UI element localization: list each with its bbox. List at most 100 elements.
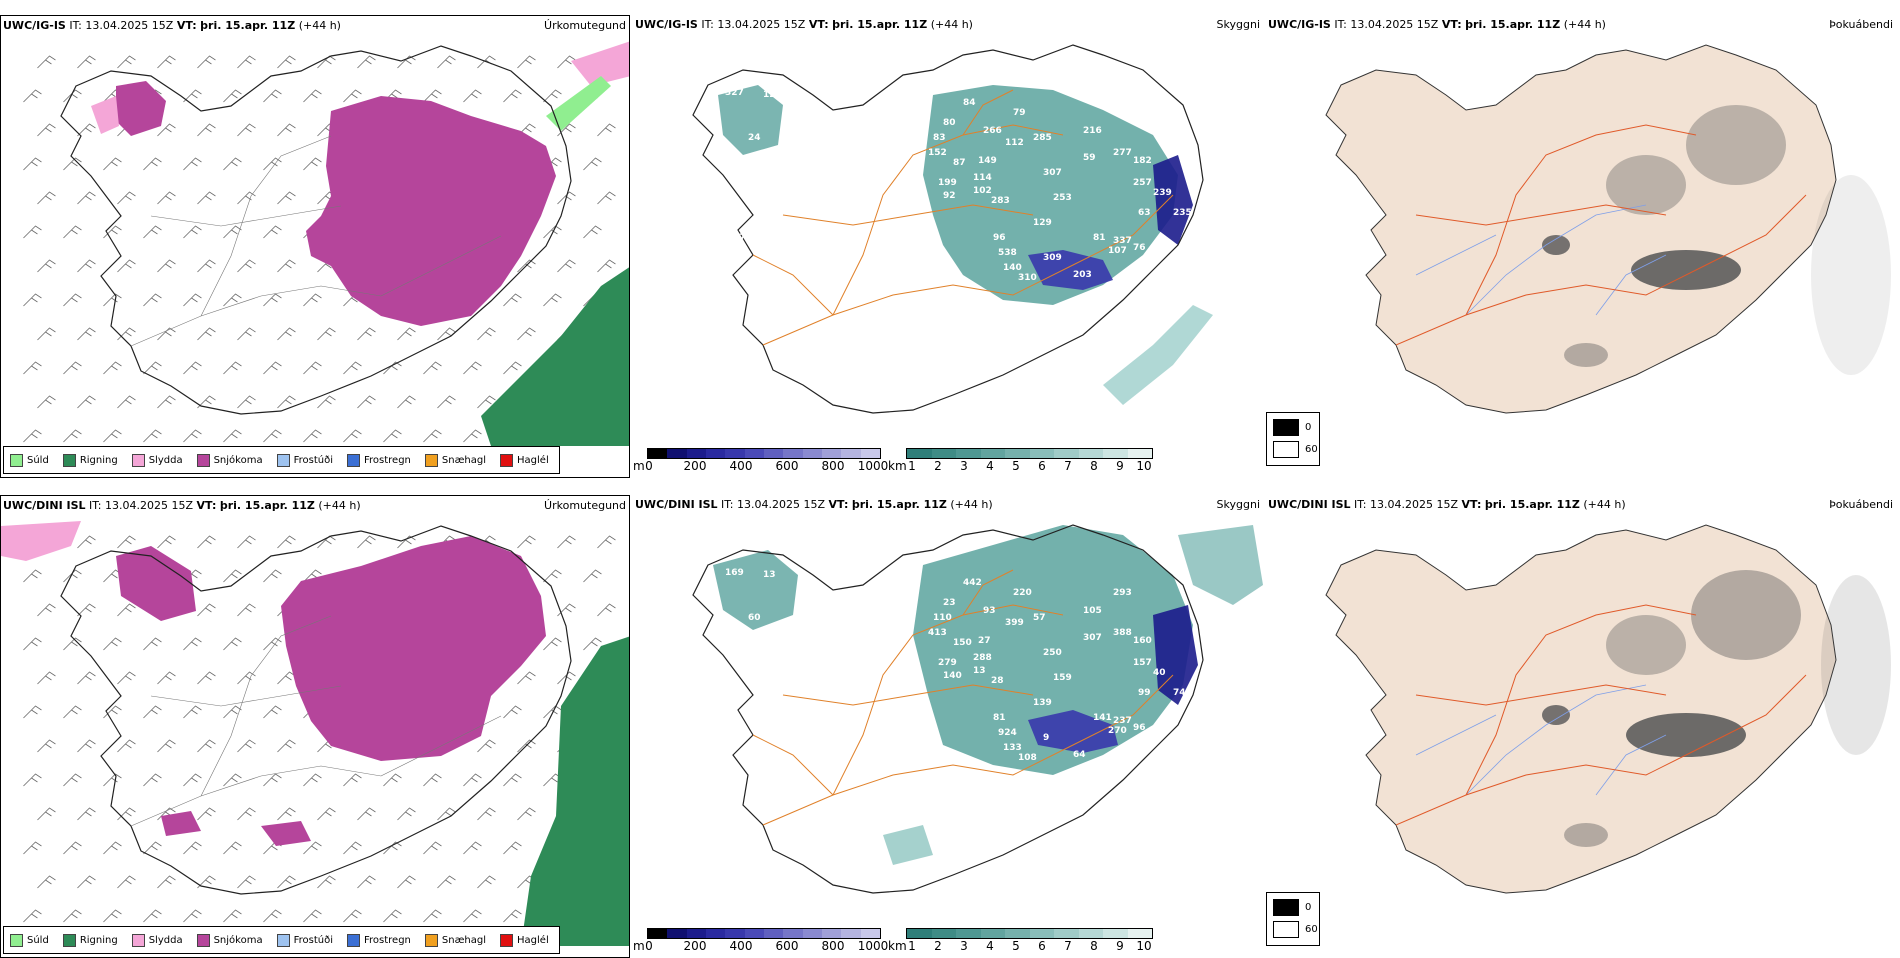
wind-barb <box>117 875 136 889</box>
wind-barb <box>277 739 296 753</box>
visibility-value-label: 27 <box>978 636 991 646</box>
height-color-swatch <box>763 929 784 938</box>
visibility-value-label: 203 <box>1073 270 1092 280</box>
wind-barb <box>183 909 202 923</box>
visibility-color-swatch <box>980 449 1005 458</box>
wind-barb <box>103 157 122 171</box>
precip-type-panel-bottom: UWC/DINI ISL IT: 13.04.2025 15Z VT: þri.… <box>0 495 630 958</box>
wind-barb <box>357 535 376 549</box>
legend-item-graupel: Snæhagl <box>424 933 486 947</box>
wind-barb <box>103 293 122 307</box>
wind-barb <box>77 55 96 69</box>
wind-barb <box>63 909 82 923</box>
visibility-value-label: 60 <box>748 613 761 623</box>
wind-barb <box>397 807 416 821</box>
fog-legend-item: 0 <box>1273 899 1311 916</box>
height-color-swatch <box>725 929 745 938</box>
high-terrain-area-east <box>1153 605 1198 705</box>
height-color-swatch <box>802 449 822 458</box>
visibility-value-label: 279 <box>938 658 957 668</box>
wind-barb <box>183 773 202 787</box>
panel-title: Skyggni <box>1216 498 1260 511</box>
visibility-value-label: 13 <box>973 666 986 676</box>
wind-barb <box>317 327 336 341</box>
visibility-value-label: 538 <box>998 248 1017 258</box>
wind-barb <box>117 327 136 341</box>
wind-barb <box>317 535 336 549</box>
visibility-color-swatch <box>956 449 981 458</box>
visibility-value-label: 270 <box>1108 726 1127 736</box>
wind-barb <box>597 123 616 137</box>
height-tick: 400 <box>729 939 753 953</box>
wind-barb <box>437 327 456 341</box>
snow-area-west <box>116 81 166 136</box>
island-outline <box>60 45 572 415</box>
visibility-value-label: 285 <box>1033 133 1052 143</box>
wind-barb <box>117 739 136 753</box>
precip-map-top <box>23 41 629 446</box>
visibility-value-label: 23 <box>943 598 956 608</box>
wind-barb <box>557 123 576 137</box>
wind-barb <box>63 225 82 239</box>
wind-barb <box>263 569 282 583</box>
wind-barb <box>197 807 216 821</box>
wind-barb <box>157 739 176 753</box>
wind-barb <box>77 603 96 617</box>
wind-barb <box>263 157 282 171</box>
wind-barb <box>477 395 496 409</box>
precip-legend-top: Súld Rigning Slydda Snjókoma Frostúði Fr… <box>3 446 560 474</box>
legend-item-snow: Snjókoma <box>196 933 263 947</box>
wind-barb <box>277 259 296 273</box>
wind-barb <box>223 841 242 855</box>
wind-barb <box>383 429 402 443</box>
wind-barb <box>63 773 82 787</box>
visibility-value-label: 9 <box>1043 733 1049 743</box>
vis-tick: 6 <box>1038 459 1046 473</box>
wind-barb <box>303 157 322 171</box>
fog-legend-bottom: 0 60 <box>1266 892 1320 946</box>
wind-barb <box>597 535 616 549</box>
wind-barb <box>197 327 216 341</box>
visibility-value-label: 442 <box>963 578 982 588</box>
wind-barb <box>263 429 282 443</box>
height-tick: 400 <box>729 459 753 473</box>
wind-barb <box>263 909 282 923</box>
wind-barb <box>157 191 176 205</box>
wind-barb <box>317 875 336 889</box>
height-color-swatch <box>667 449 687 458</box>
wind-barb <box>23 89 42 103</box>
snow-area-east <box>306 96 556 326</box>
wind-barb <box>503 773 522 787</box>
height-color-swatch <box>648 449 668 458</box>
drizzle-area-ne <box>546 76 611 131</box>
panel-title: Úrkomutegund <box>544 499 626 512</box>
wind-barb <box>397 327 416 341</box>
vis-tick: 1 <box>908 939 916 953</box>
wind-barb <box>117 603 136 617</box>
wind-barb <box>477 739 496 753</box>
wind-barb <box>317 55 336 69</box>
visibility-colorbar-top: km 1 2 3 4 5 6 7 8 9 10 <box>888 448 1153 474</box>
height-color-swatch <box>821 449 842 458</box>
wind-barb <box>23 293 42 307</box>
visibility-value-label: 57 <box>1033 613 1046 623</box>
wind-barb <box>397 535 416 549</box>
snow-area-sw <box>161 811 201 836</box>
height-tick: 600 <box>775 459 799 473</box>
wind-barb <box>223 637 242 651</box>
height-color-swatch <box>763 449 784 458</box>
wind-barb <box>397 875 416 889</box>
wind-barb <box>223 429 242 443</box>
visibility-value-label: 81 <box>1093 233 1106 243</box>
visibility-color-swatch <box>1054 449 1079 458</box>
height-tick: 1000 <box>857 459 889 473</box>
visibility-color-swatch <box>1078 929 1103 938</box>
height-tick: 800 <box>821 459 845 473</box>
wind-barb <box>157 395 176 409</box>
wind-barb <box>303 773 322 787</box>
wind-barb <box>423 361 442 375</box>
wind-barb <box>103 841 122 855</box>
wind-barb <box>77 671 96 685</box>
wind-barb <box>557 55 576 69</box>
wind-barb <box>23 909 42 923</box>
